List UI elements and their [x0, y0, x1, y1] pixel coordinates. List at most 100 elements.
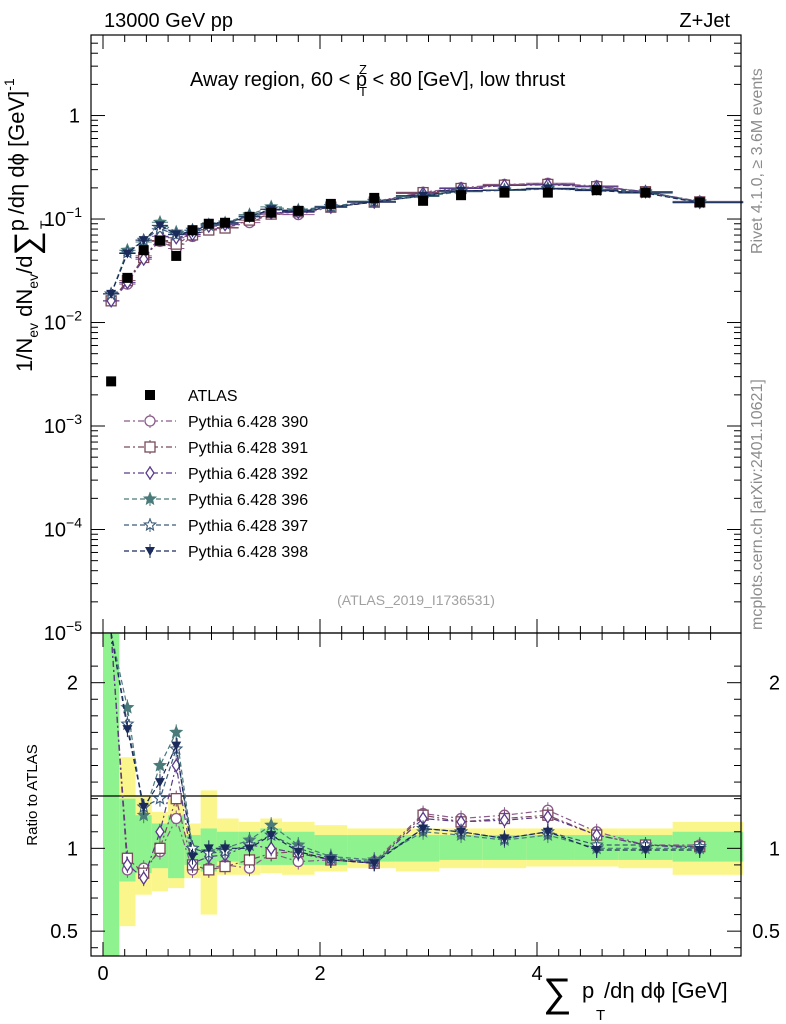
main-y-tick-exponent: −4 [66, 515, 82, 531]
main-series-line-5 [110, 187, 700, 295]
x-tick-label-1: 0 [97, 963, 108, 985]
y-axis-label-part2: dN [12, 289, 37, 323]
ratio-series-6-point-17 [542, 827, 553, 837]
ratio-series-2-point-4 [154, 842, 166, 854]
ratio-y-tick-label-left-1: 0.5 [50, 921, 78, 943]
ratio-band-inner-3 [135, 815, 152, 874]
atlas-data-point-17 [542, 187, 553, 198]
ratio-panel-bands [103, 633, 744, 956]
main-panel-y-ticks: 110−110−210−310−410−5 [44, 34, 741, 645]
x-axis-sum-symbol: ∑ [543, 971, 572, 1015]
main-y-tick-base: 10 [44, 209, 66, 231]
ratio-series-2-point-7 [203, 864, 215, 876]
main-y-tick-exponent: −5 [66, 618, 82, 634]
main-y-tick-label-3: 10−2 [44, 308, 82, 335]
ratio-series-6-point-4 [154, 778, 165, 788]
ratio-panel-y-ticks: 0.5 0.5 1 1 2 2 [50, 665, 780, 949]
ratio-series-6-point-9 [244, 844, 255, 854]
header-energy-label: 13000 GeV pp [104, 10, 233, 32]
ratio-y-tick-label-left-3: 2 [67, 673, 78, 695]
ratio-series-2-point-9 [243, 854, 256, 866]
y-axis-label-sub2: ev [25, 274, 41, 289]
ratio-series-6-point-8 [220, 844, 231, 854]
ratio-series-line-3 [110, 632, 700, 880]
ratio-series-6-point-14 [418, 824, 429, 834]
plot-title: Away region, 60 < pZ T < 80 [GeV], low th… [190, 62, 566, 99]
atlas-data-point-20 [694, 197, 705, 208]
ratio-panel-frame [90, 632, 742, 957]
legend: ATLAS Pythia 6.428 390 Pythia 6.428 391 Pyt… [124, 388, 308, 561]
y-axis-label-power: -1 [1, 78, 17, 91]
x-tick-label-2: 2 [314, 963, 325, 985]
x-axis-label-p-sub: T [596, 1007, 605, 1024]
y-axis-label-p-sub: T [37, 220, 53, 229]
atlas-data-point-5 [171, 250, 182, 261]
ratio-series-6-point-16 [499, 834, 510, 844]
atlas-data-point-3 [138, 245, 149, 256]
atlas-data-point-13 [369, 192, 380, 203]
y-axis-label-sub1: ev [25, 323, 41, 338]
ratio-series-6-point-2 [122, 725, 133, 735]
atlas-data-point-9 [244, 211, 255, 222]
ratio-series-3-point-2 [122, 857, 133, 873]
legend-marker-6 [142, 517, 158, 532]
atlas-data-point-10 [266, 207, 277, 218]
main-y-tick-base: 10 [44, 520, 66, 542]
main-series-line-3 [110, 184, 700, 302]
legend-label-7: Pythia 6.428 398 [188, 544, 308, 561]
ratio-series-6-point-15 [456, 827, 467, 837]
ratio-series-line-2 [110, 632, 700, 875]
y-axis-label-part1: 1/N [12, 338, 37, 372]
y-axis-sum-symbol: ∑ [8, 231, 46, 255]
main-series-6-point-3 [138, 236, 149, 246]
legend-marker-4 [145, 465, 155, 481]
ratio-panel-x-ticks [102, 633, 712, 956]
legend-marker-3 [144, 441, 156, 453]
ratio-series-6-point-13 [369, 859, 380, 869]
main-y-tick-label-6: 10−5 [44, 618, 82, 645]
main-panel-data-points [106, 185, 705, 387]
atlas-data-point-2 [122, 272, 133, 283]
legend-label-3: Pythia 6.428 391 [188, 440, 308, 457]
legend-marker-1 [145, 390, 155, 400]
main-y-tick-base: 10 [44, 416, 66, 438]
main-panel-x-ticks [102, 35, 712, 633]
plot-title-prefix: Away region, 60 < p [190, 69, 367, 91]
ratio-axis-label: Ratio to ATLAS [24, 744, 41, 845]
legend-marker-5 [142, 491, 158, 506]
ratio-series-6-point-11 [293, 847, 304, 857]
main-series-3-point-3 [138, 251, 149, 267]
rivet-version-label: Rivet 4.1.0, ≥ 3.6M events [749, 68, 766, 254]
ratio-series-2-point-8 [219, 860, 231, 873]
main-series-6-point-2 [122, 249, 133, 259]
atlas-data-point-18 [591, 185, 602, 196]
x-axis-label: ∑ p T /dη dϕ [GeV] [543, 971, 728, 1024]
main-y-tick-exponent: −3 [66, 411, 82, 427]
main-y-tick-label-1: 1 [69, 106, 80, 128]
main-y-tick-label-5: 10−4 [44, 515, 82, 542]
main-y-tick-base: 10 [44, 313, 66, 335]
main-series-line-6 [110, 187, 700, 295]
ratio-series-6-point-18 [591, 845, 602, 855]
analysis-id: (ATLAS_2019_I1736531) [337, 592, 495, 608]
ratio-series-2-point-5 [170, 792, 182, 805]
ratio-series-6-point-12 [325, 855, 336, 865]
ratio-series-4-point-5 [169, 724, 184, 739]
ratio-series-6-point-6 [187, 852, 198, 862]
plot-title-subscript: T [359, 84, 367, 99]
ratio-y-tick-label-right-1: 0.5 [752, 921, 780, 943]
ratio-series-3-point-16 [499, 813, 510, 828]
legend-label-1: ATLAS [188, 388, 238, 405]
ratio-series-6-point-3 [138, 802, 149, 812]
main-series-line-1 [110, 182, 700, 302]
atlas-data-point-15 [456, 190, 467, 201]
main-y-tick-exponent: −2 [66, 308, 82, 324]
main-series-6-point-4 [154, 221, 165, 231]
x-tick-label-3: 4 [531, 963, 542, 985]
ratio-series-6-point-19 [640, 845, 651, 855]
svg-text:1/Nev dNev/d∑pT /dη dϕ [GeV]-: 1/Nev dNev/d∑p T /dη dϕ [GeV]-1 [1, 78, 53, 372]
y-axis-label-part3: /d [12, 256, 37, 274]
mcplots-reference-label: mcplots.cern.ch [arXiv:2401.10621] [749, 379, 766, 630]
main-y-tick-label-4: 10−3 [44, 411, 82, 438]
ratio-series-6-point-5 [171, 741, 182, 751]
